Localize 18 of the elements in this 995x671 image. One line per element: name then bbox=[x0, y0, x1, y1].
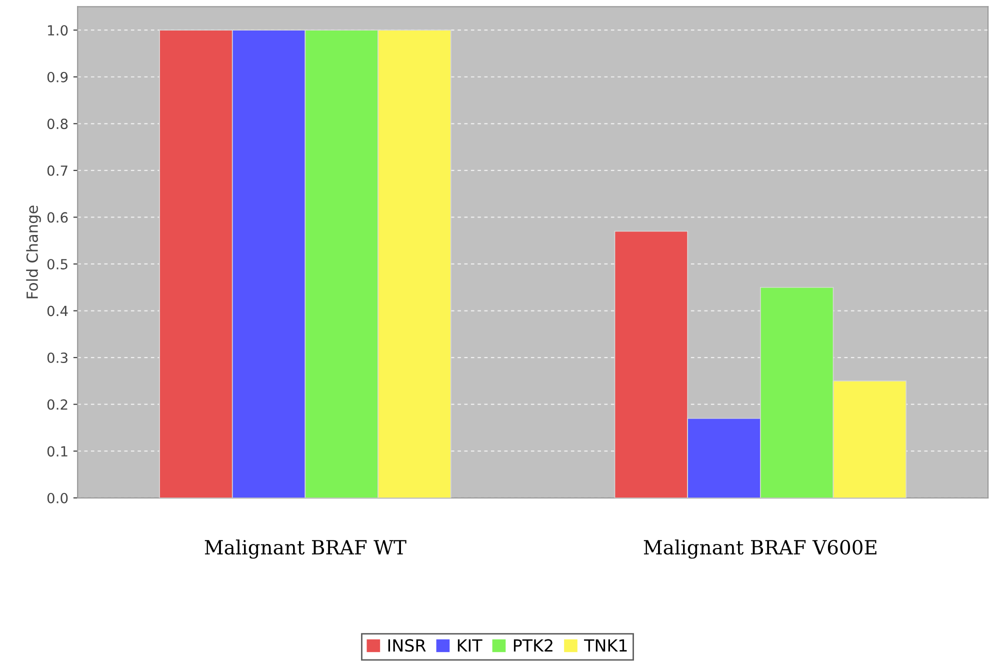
y-tick-label: 0.3 bbox=[47, 352, 68, 364]
y-tick-label: 0.6 bbox=[47, 212, 68, 223]
y-tick-label: 0.5 bbox=[47, 258, 68, 270]
y-tick-label: 0.9 bbox=[47, 72, 68, 82]
x-tick-label: Malignant BRAF WT bbox=[204, 540, 406, 559]
y-tick-label: 1.0 bbox=[48, 25, 68, 36]
legend-label: INSR bbox=[388, 639, 426, 652]
legend-label: PTK2 bbox=[514, 639, 552, 652]
legend-label: TNK1 bbox=[584, 639, 627, 652]
y-tick-label: 0.7 bbox=[47, 165, 68, 176]
x-tick-label: Malignant BRAF V600E bbox=[644, 540, 876, 559]
y-axis-title: Fold Change bbox=[26, 206, 41, 298]
y-tick-label: 0.4 bbox=[47, 306, 68, 316]
y-tick-label: 0.0 bbox=[47, 492, 68, 504]
y-tick-label: 0.2 bbox=[47, 399, 68, 410]
y-tick-label: 0.1 bbox=[47, 446, 68, 457]
legend-label: KIT bbox=[458, 639, 482, 652]
y-tick-label: 0.8 bbox=[47, 118, 68, 130]
